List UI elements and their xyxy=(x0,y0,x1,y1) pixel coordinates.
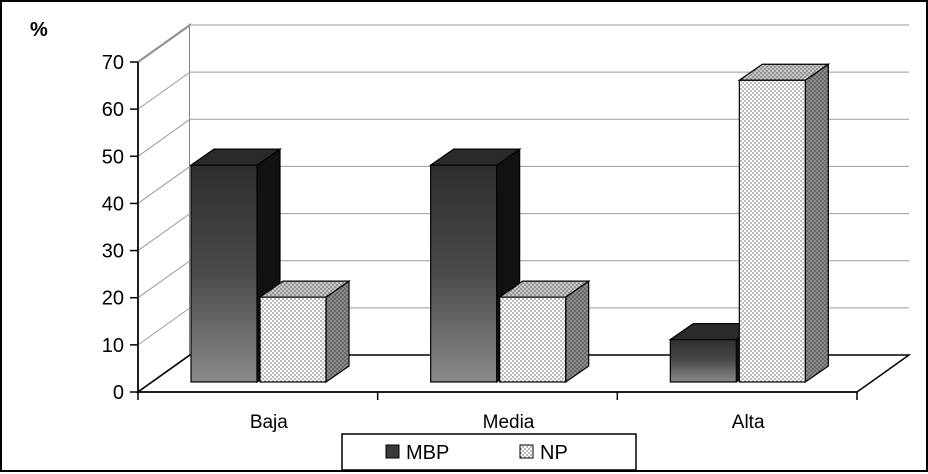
y-tick-label: 20 xyxy=(102,288,124,310)
y-tick-label: 50 xyxy=(102,146,124,168)
y-tick-label: 70 xyxy=(102,52,124,74)
y-tick-label: 40 xyxy=(102,193,124,215)
legend-label-np: NP xyxy=(540,442,568,464)
bar-front xyxy=(499,296,567,383)
gridline xyxy=(137,307,909,346)
y-tick-label: 30 xyxy=(102,241,124,263)
legend-label-mbp: MBP xyxy=(406,442,449,464)
bar-np-media xyxy=(497,279,591,384)
gridline xyxy=(137,165,909,204)
gridline xyxy=(137,118,909,157)
y-tick-labels: 0 10 20 30 40 50 60 70 xyxy=(102,52,124,404)
bar-np-alta xyxy=(737,63,831,384)
bar-front xyxy=(430,164,498,383)
x-category-label: Media xyxy=(483,412,535,433)
bar-front xyxy=(738,79,806,383)
back-wall xyxy=(190,25,909,355)
bar-side xyxy=(565,279,590,384)
x-category-label: Baja xyxy=(250,412,288,433)
gridline xyxy=(137,213,909,251)
x-category-labels: Baja Media Alta xyxy=(250,412,765,433)
gridline xyxy=(137,71,909,110)
axes xyxy=(130,61,858,400)
bar-front xyxy=(190,164,258,383)
bar-side xyxy=(804,63,829,384)
bar-front xyxy=(259,296,327,383)
legend-swatch-np xyxy=(519,444,534,459)
gridline xyxy=(137,260,909,299)
y-tick-label: 10 xyxy=(102,335,124,357)
bars xyxy=(189,63,831,384)
bar-front xyxy=(669,338,737,383)
gridline xyxy=(137,24,909,63)
y-tick-label: 60 xyxy=(102,99,124,121)
gridlines xyxy=(137,24,909,346)
bar-np-baja xyxy=(258,279,351,384)
y-axis-label: % xyxy=(30,19,48,41)
legend-swatch-mbp xyxy=(385,444,400,459)
y-tick-label: 0 xyxy=(113,382,124,404)
legend: MBP NP xyxy=(341,433,637,471)
side-wall xyxy=(137,23,191,394)
x-category-label: Alta xyxy=(732,412,765,433)
bar-mbp-media xyxy=(428,147,522,384)
bar-side xyxy=(325,279,350,384)
